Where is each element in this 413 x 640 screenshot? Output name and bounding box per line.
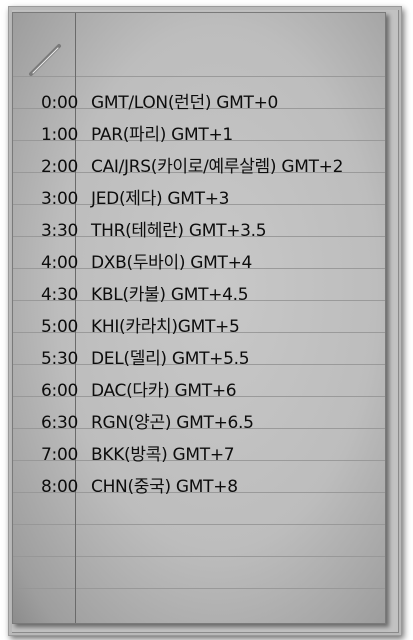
rule-line <box>13 172 385 173</box>
margin-line <box>75 13 76 623</box>
zone-label: KBL(카불) GMT+4.5 <box>91 285 249 305</box>
list-item[interactable]: 6:30 RGN(양곤) GMT+6.5 <box>13 407 385 439</box>
rule-line <box>13 140 385 141</box>
zone-label: BKK(방콕) GMT+7 <box>91 445 235 465</box>
zone-label: PAR(파리) GMT+1 <box>91 125 233 145</box>
list-item[interactable]: 5:00 KHI(카라치)GMT+5 <box>13 311 385 343</box>
rule-line <box>13 332 385 333</box>
rule-line <box>13 76 385 77</box>
zone-label: THR(테헤란) GMT+3.5 <box>91 221 267 241</box>
list-item[interactable]: 8:00 CHN(중국) GMT+8 <box>13 471 385 503</box>
list-item[interactable]: 3:00 JED(제다) GMT+3 <box>13 183 385 215</box>
rule-line <box>13 460 385 461</box>
rule-line <box>13 428 385 429</box>
zone-label: DEL(델리) GMT+5.5 <box>91 349 250 369</box>
rule-line <box>13 492 385 493</box>
list-item[interactable]: 2:00 CAI/JRS(카이로/예루살렘) GMT+2 <box>13 151 385 183</box>
list-item[interactable]: 5:30 DEL(델리) GMT+5.5 <box>13 343 385 375</box>
time-label: 4:30 <box>41 285 78 305</box>
list-item[interactable]: 0:00 GMT/LON(런던) GMT+0 <box>13 87 385 119</box>
time-label: 4:00 <box>41 253 78 273</box>
list-item[interactable]: 6:00 DAC(다카) GMT+6 <box>13 375 385 407</box>
zone-label: GMT/LON(런던) GMT+0 <box>91 93 279 113</box>
list-item[interactable]: 1:00 PAR(파리) GMT+1 <box>13 119 385 151</box>
note-paper: 0:00 GMT/LON(런던) GMT+0 1:00 PAR(파리) GMT+… <box>12 12 386 624</box>
zone-label: CHN(중국) GMT+8 <box>91 477 238 497</box>
rule-line <box>13 588 385 589</box>
time-label: 7:00 <box>41 445 78 465</box>
list-item[interactable]: 4:30 KBL(카불) GMT+4.5 <box>13 279 385 311</box>
rule-line <box>13 236 385 237</box>
zone-label: DXB(두바이) GMT+4 <box>91 253 253 273</box>
zone-label: DAC(다카) GMT+6 <box>91 381 237 401</box>
rule-line <box>13 204 385 205</box>
list-item[interactable]: 3:30 THR(테헤란) GMT+3.5 <box>13 215 385 247</box>
rule-line <box>13 396 385 397</box>
time-label: 2:00 <box>41 157 78 177</box>
rule-line <box>13 108 385 109</box>
list-item[interactable]: 4:00 DXB(두바이) GMT+4 <box>13 247 385 279</box>
time-label: 3:30 <box>41 221 78 241</box>
time-label: 6:30 <box>41 413 78 433</box>
time-label: 3:00 <box>41 189 78 209</box>
zone-label: KHI(카라치)GMT+5 <box>91 317 240 337</box>
rule-line <box>13 364 385 365</box>
time-label: 5:30 <box>41 349 78 369</box>
timezone-list: 0:00 GMT/LON(런던) GMT+0 1:00 PAR(파리) GMT+… <box>13 13 385 623</box>
pencil-icon[interactable] <box>27 41 63 77</box>
rule-line <box>13 556 385 557</box>
time-label: 6:00 <box>41 381 78 401</box>
zone-label: RGN(양곤) GMT+6.5 <box>91 413 254 433</box>
zone-label: JED(제다) GMT+3 <box>91 189 230 209</box>
list-item[interactable]: 7:00 BKK(방콕) GMT+7 <box>13 439 385 471</box>
rule-line <box>13 268 385 269</box>
time-label: 0:00 <box>41 93 78 113</box>
rule-line <box>13 300 385 301</box>
time-label: 8:00 <box>41 477 78 497</box>
zone-label: CAI/JRS(카이로/예루살렘) GMT+2 <box>91 157 344 177</box>
time-label: 5:00 <box>41 317 78 337</box>
rule-line <box>13 524 385 525</box>
time-label: 1:00 <box>41 125 78 145</box>
